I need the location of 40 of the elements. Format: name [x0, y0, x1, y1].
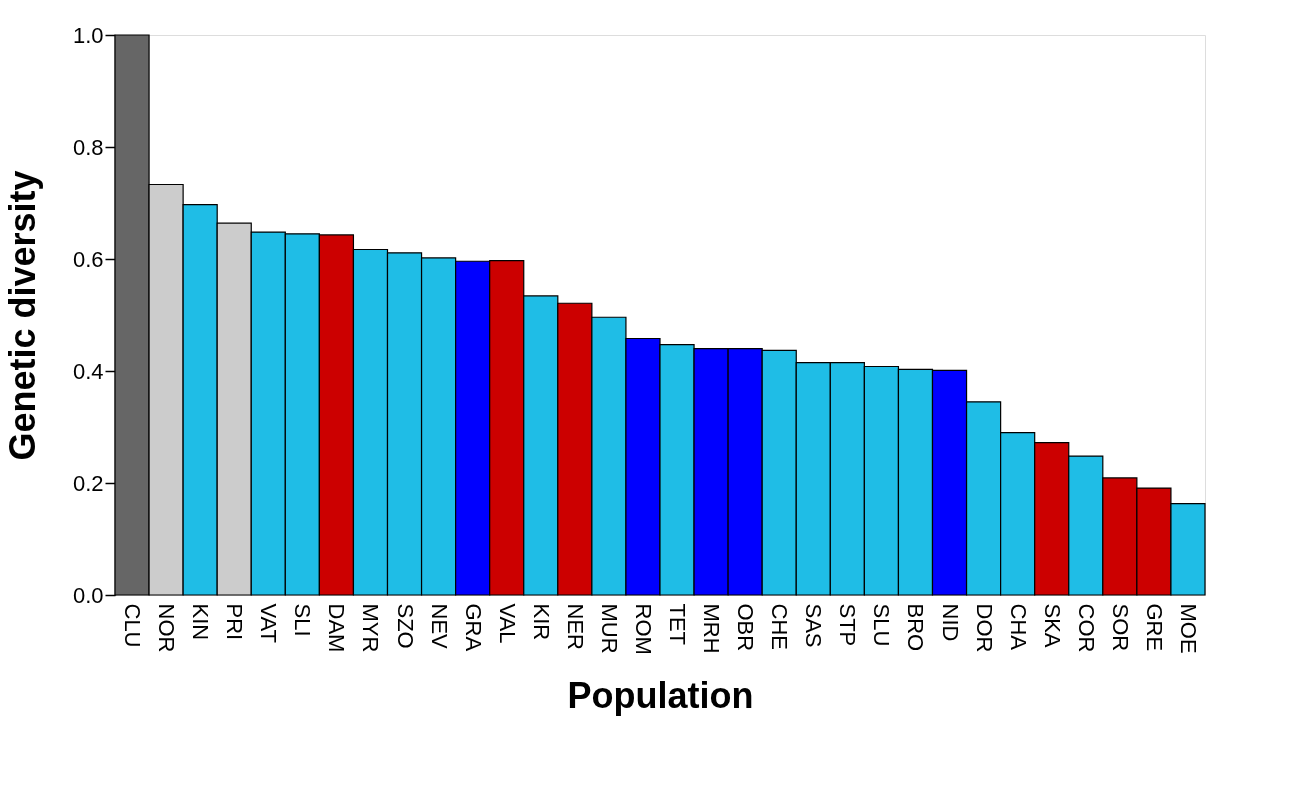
x-tick-label: SZO — [392, 603, 418, 649]
x-axis-title: Population — [567, 674, 754, 716]
x-tick-label: KIN — [188, 603, 214, 641]
x-tick-label: SOR — [1107, 603, 1133, 652]
x-tick-label: OBR — [733, 603, 759, 652]
x-tick-label: BRO — [903, 603, 929, 652]
x-tick-label: MRH — [699, 603, 725, 654]
y-tick-label: 0.4 — [72, 358, 104, 384]
x-tick-label: CLU — [120, 603, 146, 648]
x-tick-label: MOE — [1175, 603, 1201, 654]
y-tick-label: 0.0 — [72, 582, 104, 608]
y-axis-title: Genetic diversity — [1, 170, 43, 461]
y-tick-label: 0.2 — [72, 470, 104, 496]
x-tick-label: NOR — [154, 603, 180, 653]
y-tick-label: 0.6 — [72, 246, 104, 272]
x-tick-label: GRA — [460, 603, 486, 652]
x-tick-label: DOR — [971, 603, 997, 653]
x-tick-label: SLU — [869, 603, 895, 647]
x-tick-label: MYR — [358, 603, 384, 653]
x-tick-label: NER — [562, 603, 588, 650]
x-tick-label: PRI — [222, 603, 248, 641]
x-tick-label: SLI — [290, 603, 316, 637]
x-tick-label: SAS — [801, 603, 827, 648]
x-tick-label: DAM — [324, 603, 350, 653]
x-tick-label: SKA — [1039, 603, 1065, 648]
x-tick-label: CHE — [767, 603, 793, 650]
x-tick-label: CHA — [1005, 603, 1031, 651]
x-tick-label: TET — [665, 603, 691, 646]
x-tick-label: COR — [1073, 603, 1099, 653]
x-tick-label: ROM — [630, 603, 656, 655]
x-tick-label: VAL — [494, 603, 520, 644]
x-tick-label: VAT — [256, 603, 282, 644]
x-tick-label: STP — [835, 603, 861, 647]
x-tick-label: NID — [937, 603, 963, 642]
x-tick-label: KIR — [528, 603, 554, 641]
y-tick-label: 0.8 — [72, 134, 104, 160]
x-tick-label: MUR — [596, 603, 622, 654]
y-tick-label: 1.0 — [72, 22, 104, 48]
x-tick-label: GRE — [1141, 603, 1167, 652]
x-tick-label: NEV — [426, 603, 452, 650]
